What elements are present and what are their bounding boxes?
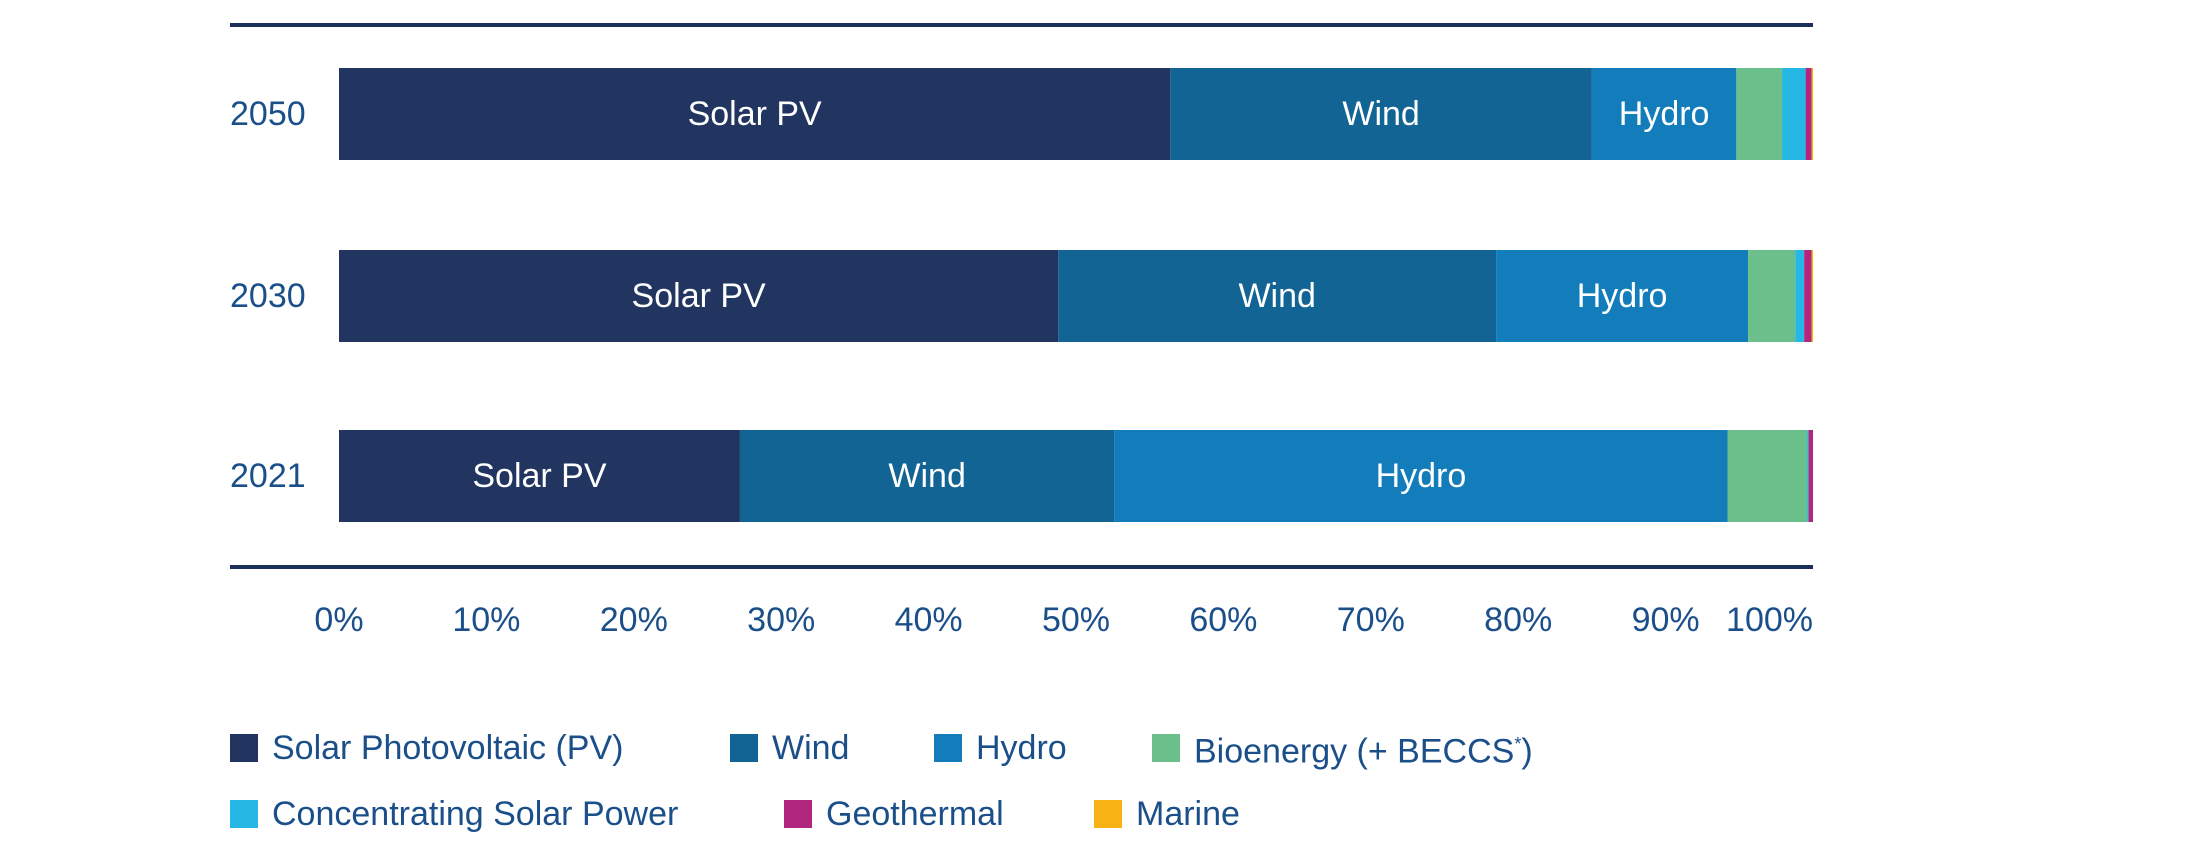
- bar-segment-geothermal-2030: [1804, 250, 1812, 342]
- bar-segment-wind-2030: [1058, 250, 1497, 342]
- legend-item-wind: Wind: [730, 728, 934, 768]
- x-tick-label-7: 70%: [1337, 601, 1405, 639]
- stacked-bar-chart: 2050 Solar PV Wind Hydro 2030 Solar PV Wind Hyd…: [230, 23, 1813, 639]
- bar-label-hydro-2050: Hydro: [1619, 95, 1710, 133]
- legend-label-marine: Marine: [1136, 795, 1240, 833]
- legend-label-hydro: Hydro: [976, 729, 1067, 767]
- legend-label-bioenergy: Bioenergy (+ BECCS*): [1194, 724, 1533, 771]
- legend-item-hydro: Hydro: [934, 728, 1152, 768]
- legend-item-solar-pv: Solar Photovoltaic (PV): [230, 728, 730, 768]
- bar-label-wind-2050: Wind: [1342, 95, 1419, 133]
- legend-label-wind: Wind: [772, 729, 850, 767]
- bar-segment-marine-2050: [1811, 68, 1813, 160]
- x-tick-label-1: 10%: [452, 601, 520, 639]
- bar-label-solar_pv-2050: Solar PV: [688, 95, 822, 133]
- legend-label-csp: Concentrating Solar Power: [272, 795, 679, 833]
- bar-segment-wind-2021: [739, 430, 1115, 522]
- x-tick-label-3: 30%: [747, 601, 815, 639]
- bar-segment-csp-2021: [1807, 430, 1809, 522]
- legend-label-bioenergy-main: Bioenergy (+ BECCS: [1194, 732, 1515, 771]
- bar-segment-wind-2050: [1170, 68, 1592, 160]
- legend-row-1: Solar Photovoltaic (PV) Wind Hydro Bioen…: [230, 728, 1930, 771]
- chart-legend: Solar Photovoltaic (PV) Wind Hydro Bioen…: [230, 728, 1930, 860]
- bar-segment-geothermal-2050: [1805, 68, 1812, 160]
- x-tick-label-2: 20%: [600, 601, 668, 639]
- y-tick-label-2021: 2021: [230, 457, 306, 495]
- legend-swatch-marine: [1094, 800, 1122, 828]
- bar-label-solar_pv-2021: Solar PV: [472, 457, 606, 495]
- x-tick-label-4: 40%: [895, 601, 963, 639]
- legend-swatch-geothermal: [784, 800, 812, 828]
- x-tick-label-10: 100%: [1726, 601, 1813, 639]
- bar-segment-csp-2050: [1782, 68, 1806, 160]
- legend-row-2: Concentrating Solar Power Geothermal Mar…: [230, 794, 1930, 834]
- x-tick-label-0: 0%: [314, 601, 363, 639]
- legend-item-bioenergy: Bioenergy (+ BECCS*): [1152, 724, 1533, 771]
- bar-segment-solar_pv-2021: [339, 430, 740, 522]
- y-tick-label-2030: 2030: [230, 277, 306, 315]
- legend-label-solar-pv: Solar Photovoltaic (PV): [272, 729, 624, 767]
- bar-segment-csp-2030: [1795, 250, 1805, 342]
- legend-swatch-csp: [230, 800, 258, 828]
- bar-segment-solar_pv-2030: [339, 250, 1059, 342]
- legend-swatch-wind: [730, 734, 758, 762]
- bar-label-solar_pv-2030: Solar PV: [632, 277, 766, 315]
- bar-segment-solar_pv-2050: [339, 68, 1171, 160]
- legend-item-csp: Concentrating Solar Power: [230, 794, 784, 834]
- bar-segment-bioenergy-2021: [1727, 430, 1808, 522]
- bar-label-wind-2021: Wind: [888, 457, 965, 495]
- bar-segment-bioenergy-2030: [1748, 250, 1796, 342]
- legend-item-marine: Marine: [1094, 794, 1240, 834]
- legend-label-bioenergy-asterisk: *: [1514, 734, 1522, 755]
- x-tick-label-6: 60%: [1189, 601, 1257, 639]
- y-tick-label-2050: 2050: [230, 95, 306, 133]
- legend-item-geothermal: Geothermal: [784, 794, 1094, 834]
- x-tick-label-5: 50%: [1042, 601, 1110, 639]
- x-tick-label-9: 90%: [1632, 601, 1700, 639]
- bar-label-hydro-2030: Hydro: [1577, 277, 1668, 315]
- legend-swatch-solar-pv: [230, 734, 258, 762]
- bar-segment-hydro-2021: [1114, 430, 1728, 522]
- legend-swatch-hydro: [934, 734, 962, 762]
- legend-swatch-bioenergy: [1152, 734, 1180, 762]
- legend-label-geothermal: Geothermal: [826, 795, 1004, 833]
- bar-segment-bioenergy-2050: [1736, 68, 1783, 160]
- legend-label-bioenergy-close: ): [1521, 732, 1533, 771]
- bar-segment-marine-2030: [1811, 250, 1813, 342]
- bar-label-wind-2030: Wind: [1238, 277, 1315, 315]
- x-tick-label-8: 80%: [1484, 601, 1552, 639]
- bar-segment-geothermal-2021: [1808, 430, 1813, 522]
- bar-segment-hydro-2050: [1591, 68, 1737, 160]
- bar-segment-hydro-2030: [1496, 250, 1749, 342]
- bar-label-hydro-2021: Hydro: [1376, 457, 1467, 495]
